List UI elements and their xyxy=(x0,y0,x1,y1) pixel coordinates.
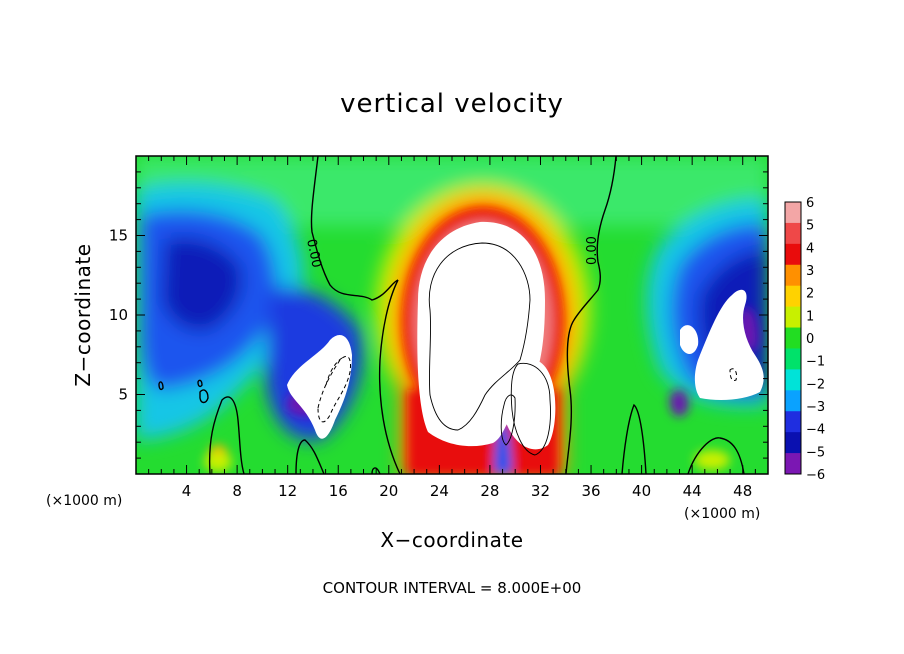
colorbar-label: 6 xyxy=(806,196,814,211)
x-tick-label: 12 xyxy=(278,482,297,500)
negative-contours xyxy=(317,356,737,423)
colorbar-label: 4 xyxy=(806,241,814,256)
x-tick-label: 16 xyxy=(329,482,348,500)
colorbar-label: 3 xyxy=(806,264,814,279)
colorbar-swatch xyxy=(785,327,801,349)
x-axis: 4 8 12 16 20 24 28 32 36 40 44 48 xyxy=(148,156,756,500)
colorbar: 6 5 4 3 2 1 0 −1 −2 −3 −4 −5 −6 xyxy=(784,196,825,483)
x-tick-label: 24 xyxy=(430,482,449,500)
x-axis-title: X−coordinate xyxy=(380,528,523,552)
colorbar-label: −5 xyxy=(806,445,825,460)
chart-title: vertical velocity xyxy=(340,89,564,119)
colorbar-swatch xyxy=(785,264,801,287)
contour-label-right: 0.00 xyxy=(585,236,600,265)
x-tick-label: 28 xyxy=(480,482,499,500)
contour-label-left: 0.00 xyxy=(303,238,324,269)
colorbar-swatch xyxy=(785,453,801,475)
colorbar-label: −4 xyxy=(806,423,825,438)
colorbar-label: −6 xyxy=(806,468,825,483)
colorbar-label: −2 xyxy=(806,377,825,392)
colorbar-swatch xyxy=(785,432,801,454)
colorbar-swatch xyxy=(785,202,801,224)
contour-interval-note: CONTOUR INTERVAL = 8.000E+00 xyxy=(323,579,582,597)
colorbar-label: 0 xyxy=(806,332,814,347)
x-tick-label: 32 xyxy=(531,482,550,500)
x-tick-label: 44 xyxy=(683,482,702,500)
colorbar-label: −1 xyxy=(806,355,825,370)
x-tick-label: 4 xyxy=(182,482,192,500)
contour-lines xyxy=(158,156,745,474)
y-tick-label: 10 xyxy=(109,306,128,324)
colorbar-swatch xyxy=(785,222,801,245)
colorbar-swatch xyxy=(785,369,801,391)
colorbar-swatch xyxy=(785,348,801,370)
x-tick-label: 8 xyxy=(232,482,242,500)
y-axis-title: Z−coordinate xyxy=(71,243,95,386)
x-tick-label: 48 xyxy=(733,482,752,500)
updraft-inner-contours xyxy=(428,242,551,456)
colorbar-swatch xyxy=(785,411,801,433)
y-tick-label: 15 xyxy=(109,227,128,245)
colorbar-frame xyxy=(784,201,802,475)
y-tick-label: 5 xyxy=(118,386,128,404)
x-unit-label-right: (×1000 m) xyxy=(684,506,760,522)
colorbar-swatch xyxy=(785,243,801,266)
colorbar-swatch xyxy=(785,285,801,308)
colorbar-swatch xyxy=(785,306,801,329)
x-tick-label: 40 xyxy=(632,482,651,500)
heatmap-field xyxy=(136,156,768,474)
colorbar-label: 1 xyxy=(806,309,814,324)
colorbar-label: 2 xyxy=(806,287,814,302)
x-tick-label: 36 xyxy=(581,482,600,500)
colorbar-label: −3 xyxy=(806,400,825,415)
x-unit-label-left: (×1000 m) xyxy=(46,493,122,509)
colorbar-swatch xyxy=(785,390,801,412)
y-axis: 5 10 15 xyxy=(109,171,768,459)
x-tick-label: 20 xyxy=(379,482,398,500)
colorbar-label: 5 xyxy=(806,219,814,234)
